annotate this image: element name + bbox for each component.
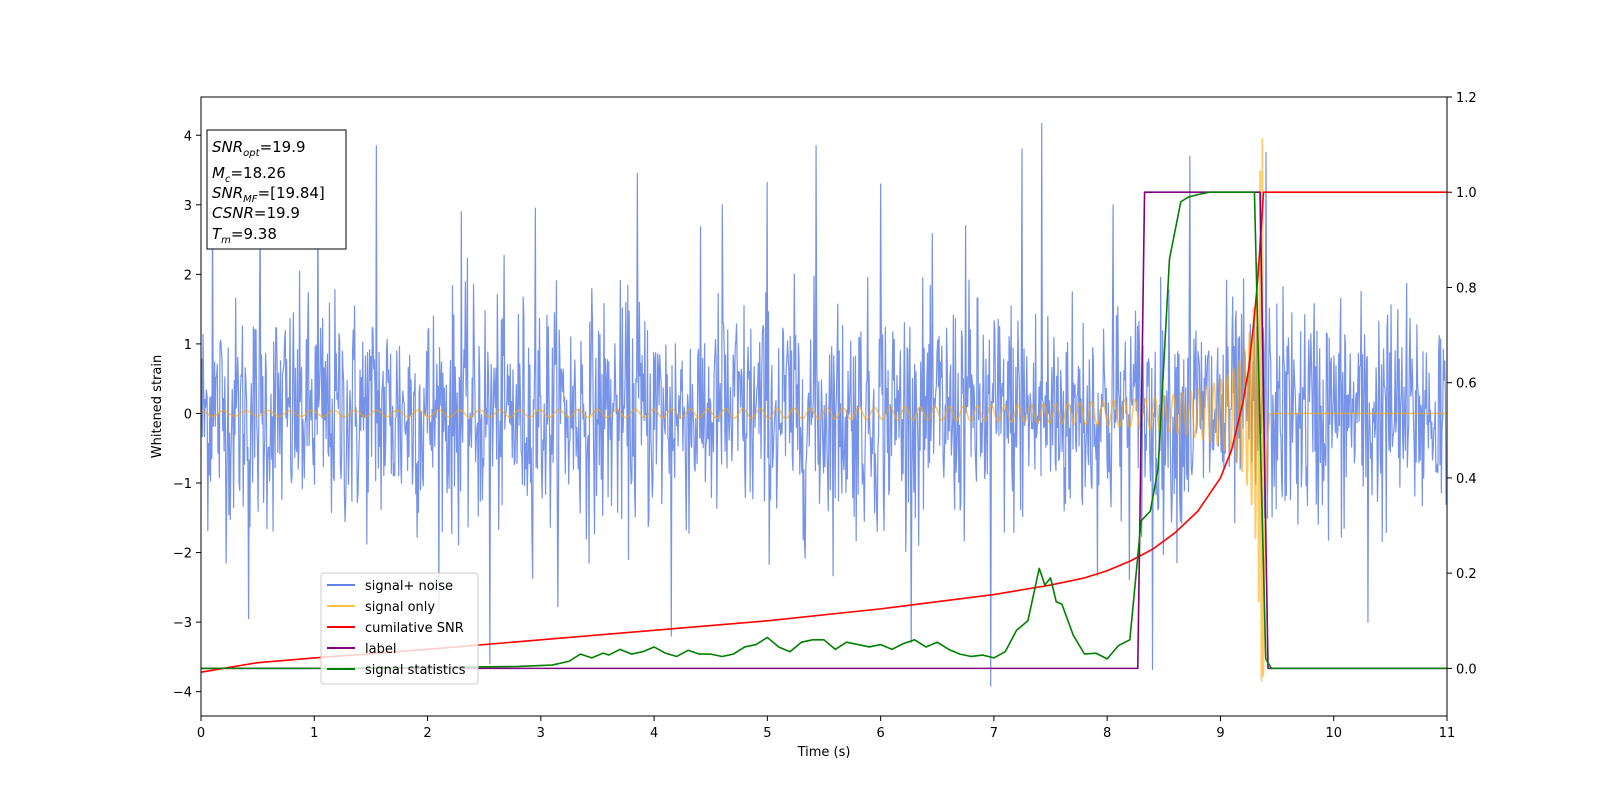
- legend-label: label: [365, 642, 396, 657]
- y-left-tick-label: 4: [184, 129, 192, 144]
- legend-label: cumilative SNR: [365, 621, 464, 636]
- y-left-tick-label: −4: [173, 686, 192, 701]
- y-left-tick-label: 3: [184, 199, 192, 214]
- x-tick-label: 7: [990, 726, 998, 741]
- x-tick-label: 2: [423, 726, 431, 741]
- y-axis-label: Whitened strain: [150, 355, 165, 458]
- x-tick-label: 1: [310, 726, 318, 741]
- x-tick-label: 5: [763, 726, 771, 741]
- legend-label: signal only: [365, 600, 435, 615]
- legend-label: signal+ noise: [365, 579, 453, 594]
- info-box: SNRopt=19.9 Mc=18.26 SNRMF=[19.84] CSNR=…: [206, 129, 347, 250]
- y-left-tick-label: −3: [173, 616, 192, 631]
- y-right-tick-label: 1.0: [1456, 186, 1477, 201]
- y-right-tick-label: 0.8: [1456, 281, 1477, 296]
- info-csnr: CSNR=19.9: [212, 204, 300, 222]
- y-left-tick-label: 0: [184, 407, 192, 422]
- y-right-tick-label: 0.0: [1456, 662, 1477, 677]
- y-left-tick-label: 1: [184, 338, 192, 353]
- y-right-tick-label: 1.2: [1456, 91, 1477, 106]
- series-layer: [201, 122, 1447, 687]
- x-tick-label: 11: [1439, 726, 1456, 741]
- x-tick-label: 0: [197, 726, 205, 741]
- series-line-2: [201, 137, 1447, 682]
- y-left-tick-label: −2: [173, 547, 192, 562]
- y-left-tick-label: −1: [173, 477, 192, 492]
- x-tick-label: 9: [1216, 726, 1224, 741]
- y-right-tick-label: 0.2: [1456, 567, 1477, 582]
- y-right-tick-label: 0.6: [1456, 377, 1477, 392]
- x-tick-label: 3: [537, 726, 545, 741]
- y-right-tick-label: 0.4: [1456, 472, 1477, 487]
- legend-label: signal statistics: [365, 663, 466, 678]
- y-left-tick-label: 2: [184, 268, 192, 283]
- x-tick-label: 8: [1103, 726, 1111, 741]
- legend: signal+ noise signal only cumilative SNR la…: [320, 572, 479, 685]
- info-snr-mf: SNRMF=[19.84]: [212, 184, 325, 205]
- x-tick-label: 10: [1325, 726, 1342, 741]
- ticks-layer: 0 1 2 3 4 5 6 7 8 9 10 11 −4 −3 −2 −1 0 1 2 3 4 0.0 0.2 0.4 0.6 0…: [173, 91, 1477, 741]
- info-tm: Tm=9.38: [212, 225, 277, 246]
- info-snr-opt: SNRopt=19.9: [212, 138, 306, 159]
- axes-frame: [200, 96, 1448, 717]
- x-tick-label: 4: [650, 726, 658, 741]
- x-tick-label: 6: [876, 726, 884, 741]
- info-mc: Mc=18.26: [212, 164, 286, 185]
- series-line-5: [201, 191, 1447, 670]
- x-axis-label: Time (s): [797, 745, 851, 760]
